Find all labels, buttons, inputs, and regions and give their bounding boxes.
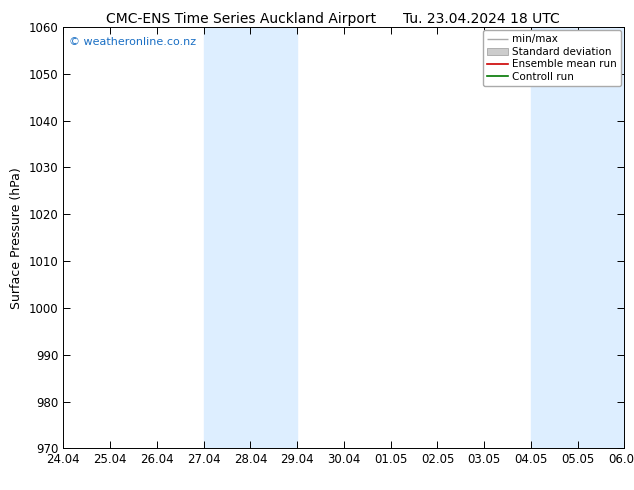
Text: © weatheronline.co.nz: © weatheronline.co.nz <box>69 38 196 48</box>
Bar <box>204 27 297 448</box>
Text: CMC-ENS Time Series Auckland Airport: CMC-ENS Time Series Auckland Airport <box>106 12 376 26</box>
Text: Tu. 23.04.2024 18 UTC: Tu. 23.04.2024 18 UTC <box>403 12 560 26</box>
Bar <box>531 27 624 448</box>
Legend: min/max, Standard deviation, Ensemble mean run, Controll run: min/max, Standard deviation, Ensemble me… <box>483 30 621 86</box>
Y-axis label: Surface Pressure (hPa): Surface Pressure (hPa) <box>10 167 23 309</box>
